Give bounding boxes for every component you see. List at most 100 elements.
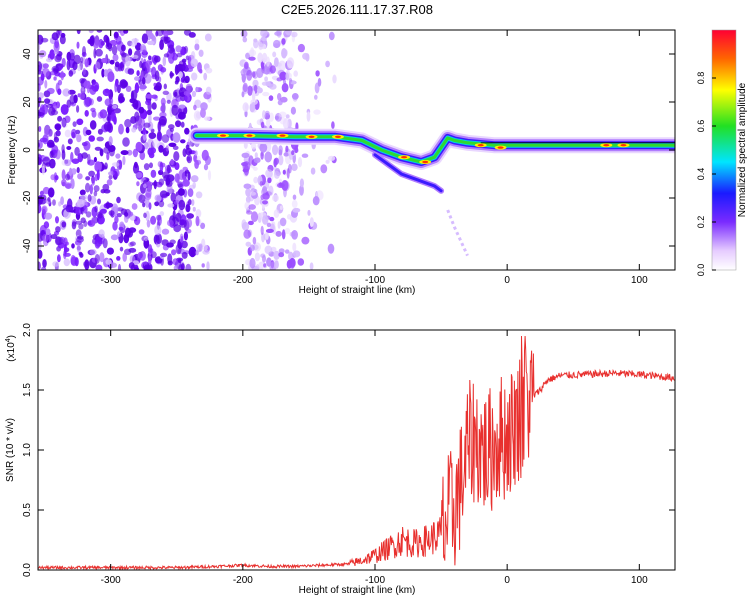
noise-dot — [108, 136, 113, 146]
noise-dot — [47, 197, 51, 202]
noise-dot — [60, 104, 69, 115]
noise-dot — [201, 149, 209, 161]
ridge-peak — [308, 135, 315, 138]
noise-dot — [185, 204, 191, 213]
noise-dot — [138, 229, 145, 235]
noise-dot — [118, 159, 123, 170]
noise-dot — [126, 149, 133, 156]
noise-dot — [150, 169, 157, 178]
noise-dot — [122, 155, 126, 166]
noise-dot — [185, 83, 192, 91]
noise-dot — [163, 53, 170, 58]
noise-dot — [314, 94, 318, 100]
noise-dot — [118, 226, 124, 231]
noise-dot — [158, 178, 165, 186]
noise-dot — [264, 76, 268, 82]
colorbar-tick-label: 0.4 — [696, 168, 706, 181]
noise-dot — [105, 202, 114, 208]
noise-dot — [275, 230, 282, 237]
noise-dot — [75, 220, 83, 225]
noise-dot — [136, 181, 140, 187]
noise-dot — [134, 111, 140, 122]
noise-dot — [124, 212, 129, 217]
noise-dot — [112, 168, 120, 178]
noise-dot — [291, 163, 298, 171]
noise-dot — [159, 161, 164, 173]
noise-dot — [84, 96, 93, 107]
noise-dot — [173, 224, 182, 233]
noise-dot — [286, 57, 295, 69]
colorbar-tick-label: 0.6 — [696, 120, 706, 133]
noise-dot — [197, 62, 202, 73]
noise-dot — [250, 211, 259, 223]
noise-dot — [188, 199, 192, 206]
noise-dot — [260, 225, 264, 236]
noise-dot — [89, 184, 94, 195]
noise-dot — [44, 79, 48, 89]
noise-dot — [172, 145, 179, 150]
noise-dot — [248, 204, 256, 210]
noise-dot — [274, 31, 282, 36]
noise-dot — [312, 196, 320, 206]
noise-dot — [157, 64, 163, 72]
noise-dot — [116, 35, 122, 45]
chart-title: C2E5.2026.111.17.37.R08 — [281, 2, 433, 17]
noise-dot — [176, 88, 180, 96]
noise-dot — [159, 111, 167, 118]
noise-dot — [258, 261, 265, 270]
noise-dot — [79, 194, 88, 200]
noise-dot — [42, 63, 49, 69]
noise-dot — [74, 146, 80, 156]
noise-dot — [284, 249, 290, 254]
noise-dot — [97, 128, 103, 135]
noise-dot — [139, 60, 143, 69]
noise-dot — [79, 252, 84, 258]
noise-dot — [106, 247, 114, 255]
noise-dot — [262, 215, 269, 225]
noise-dot — [245, 210, 253, 215]
noise-dot — [243, 183, 252, 189]
noise-dot — [262, 69, 270, 75]
noise-dot — [61, 169, 66, 181]
noise-dot — [60, 196, 64, 206]
noise-dot — [77, 65, 81, 72]
noise-dot — [264, 151, 273, 163]
noise-dot — [178, 199, 186, 211]
noise-dot — [268, 185, 274, 196]
noise-dot — [245, 241, 252, 247]
noise-dot — [195, 191, 203, 199]
noise-dot — [147, 32, 151, 41]
noise-dot — [42, 156, 51, 166]
noise-dot — [135, 172, 143, 178]
noise-dot — [66, 146, 72, 150]
noise-dot — [70, 256, 78, 267]
noise-dot — [292, 207, 301, 213]
noise-dot — [154, 70, 160, 82]
noise-dot — [180, 48, 186, 56]
noise-dot — [76, 134, 82, 143]
noise-dot — [193, 110, 202, 121]
noise-dot — [293, 70, 299, 77]
noise-dot — [194, 38, 200, 45]
noise-dot — [252, 79, 259, 88]
noise-dot — [99, 252, 105, 263]
noise-dot — [89, 35, 95, 47]
noise-dot — [70, 128, 77, 139]
noise-dot — [59, 35, 66, 45]
noise-dot — [302, 52, 310, 60]
noise-dot — [131, 203, 138, 210]
noise-dot — [171, 249, 177, 256]
noise-dot — [179, 219, 187, 228]
noise-dot — [46, 103, 54, 108]
noise-dot — [50, 109, 59, 116]
spectrogram-y-ticks: -40 -20 0 20 40 — [22, 48, 675, 253]
noise-dot — [315, 70, 320, 77]
noise-dot — [262, 186, 268, 194]
noise-dot — [71, 168, 77, 175]
noise-dot — [149, 162, 153, 169]
noise-dot — [205, 67, 213, 74]
noise-dot — [76, 236, 84, 243]
noise-dot — [57, 79, 63, 86]
noise-dot — [46, 87, 55, 95]
noise-dot — [65, 173, 70, 181]
